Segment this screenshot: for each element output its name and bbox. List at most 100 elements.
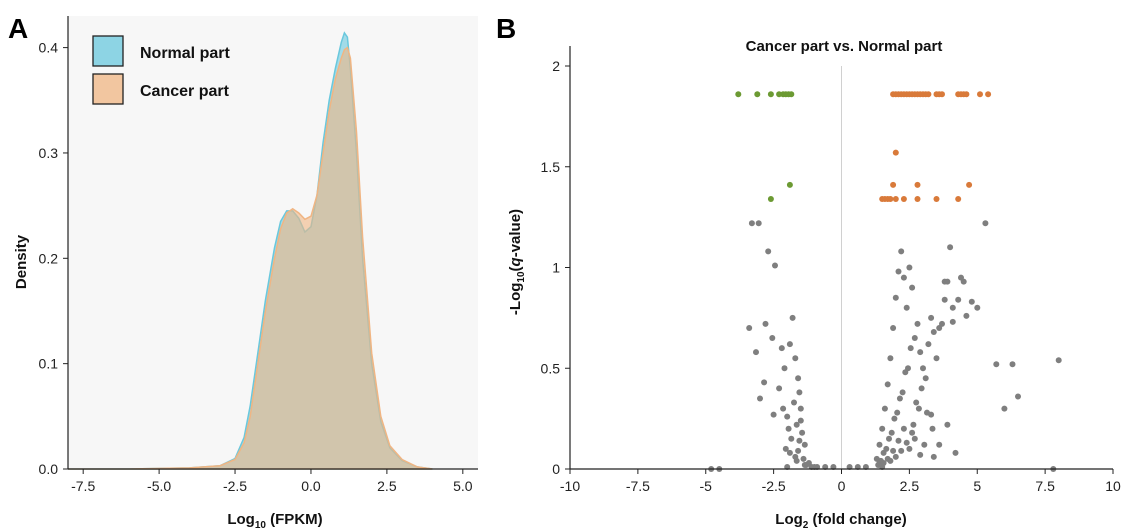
y-tick-label: 0.4 — [39, 40, 59, 56]
point-not-significant — [974, 304, 981, 311]
point-not-significant — [906, 264, 913, 271]
point-up-significant — [914, 196, 921, 202]
panel-a-y-ticks: 0.0 0.1 0.2 0.3 0.4 — [39, 40, 68, 477]
point-not-significant — [903, 439, 910, 446]
point-not-significant — [784, 413, 791, 420]
point-not-significant — [952, 449, 959, 456]
point-not-significant — [879, 425, 886, 432]
point-not-significant — [776, 385, 783, 392]
y-tick-label: 0 — [552, 461, 560, 477]
point-not-significant — [929, 425, 936, 432]
point-not-significant — [791, 399, 797, 406]
point-down-significant — [786, 181, 793, 188]
point-not-significant — [887, 355, 894, 362]
point-not-significant — [884, 381, 891, 388]
x-tick-label: 2.5 — [900, 478, 920, 494]
point-not-significant — [799, 429, 806, 436]
legend-label-normal: Normal part — [140, 45, 230, 62]
point-not-significant — [907, 345, 914, 352]
point-not-significant — [880, 460, 887, 466]
point-not-significant — [930, 329, 937, 335]
density-area-cancer — [68, 46, 433, 470]
point-not-significant — [746, 325, 753, 331]
point-not-significant — [748, 220, 755, 227]
legend-swatch-cancer — [92, 73, 124, 105]
point-up-significant — [977, 91, 983, 98]
y-tick-label: 2 — [552, 58, 560, 74]
point-not-significant — [968, 298, 975, 305]
point-up-significant — [939, 91, 945, 98]
y-tick-label: 0.3 — [39, 145, 59, 161]
point-not-significant — [911, 435, 918, 442]
point-not-significant — [944, 421, 951, 428]
point-not-significant — [909, 429, 916, 436]
point-up-significant — [900, 196, 907, 202]
point-not-significant — [782, 445, 789, 452]
point-not-significant — [797, 405, 804, 412]
point-not-significant — [895, 437, 902, 444]
point-not-significant — [761, 379, 768, 386]
point-not-significant — [793, 421, 800, 428]
point-not-significant — [789, 314, 796, 321]
panel-a-x-ticks: -7.5 -5.0 -2.5 0.0 2.5 5.0 — [71, 469, 473, 494]
point-not-significant — [903, 304, 910, 311]
point-not-significant — [922, 375, 929, 382]
point-up-significant — [892, 196, 899, 202]
x-tick-label: -7.5 — [71, 478, 95, 494]
point-not-significant — [753, 349, 759, 356]
point-not-significant — [958, 274, 964, 281]
point-not-significant — [930, 453, 937, 460]
point-not-significant — [795, 447, 802, 454]
point-down-significant — [788, 91, 795, 98]
point-up-significant — [914, 181, 921, 188]
point-not-significant — [796, 437, 803, 444]
point-not-significant — [925, 341, 932, 348]
point-down-significant — [767, 91, 774, 98]
point-not-significant — [793, 457, 800, 464]
panel-b-title: Cancer part vs. Normal part — [746, 38, 943, 55]
y-tick-label: 1 — [552, 260, 560, 276]
volcano-points-group — [708, 91, 1062, 472]
panel-a-x-axis-label: Log10 (FPKM) — [227, 511, 322, 529]
legend-swatch-normal — [92, 35, 124, 67]
point-not-significant — [875, 462, 882, 468]
point-not-significant — [886, 435, 892, 442]
point-not-significant — [918, 385, 925, 392]
point-not-significant — [917, 451, 924, 458]
point-up-significant — [933, 196, 940, 202]
point-not-significant — [910, 421, 917, 428]
point-not-significant — [1015, 393, 1021, 400]
point-not-significant — [765, 248, 772, 255]
point-not-significant — [936, 441, 943, 448]
point-not-significant — [792, 355, 799, 362]
point-not-significant — [921, 441, 928, 448]
point-up-significant — [887, 196, 894, 202]
x-tick-label: -5.0 — [147, 478, 171, 494]
point-not-significant — [781, 365, 788, 372]
point-not-significant — [900, 274, 907, 281]
y-tick-label: 0.0 — [39, 461, 59, 477]
point-not-significant — [888, 429, 895, 436]
point-up-significant — [963, 91, 970, 98]
y-tick-label: 0.1 — [39, 356, 59, 372]
point-not-significant — [757, 395, 763, 402]
point-not-significant — [780, 405, 787, 412]
panel-a-label: A — [8, 13, 28, 44]
point-not-significant — [928, 411, 935, 418]
panel-b-label: B — [496, 13, 516, 44]
point-not-significant — [911, 335, 918, 341]
point-not-significant — [1001, 405, 1008, 412]
y-tick-label: 0.5 — [541, 360, 561, 376]
point-not-significant — [785, 425, 792, 432]
x-tick-label: 0.0 — [301, 478, 321, 494]
x-tick-label: -10 — [560, 478, 580, 494]
point-not-significant — [905, 365, 911, 372]
x-tick-label: 10 — [1105, 478, 1121, 494]
point-not-significant — [1009, 361, 1016, 368]
panel-a-y-axis-label: Density — [13, 234, 30, 289]
point-not-significant — [778, 345, 785, 352]
point-not-significant — [915, 405, 922, 412]
point-not-significant — [786, 449, 793, 456]
point-not-significant — [913, 399, 920, 406]
